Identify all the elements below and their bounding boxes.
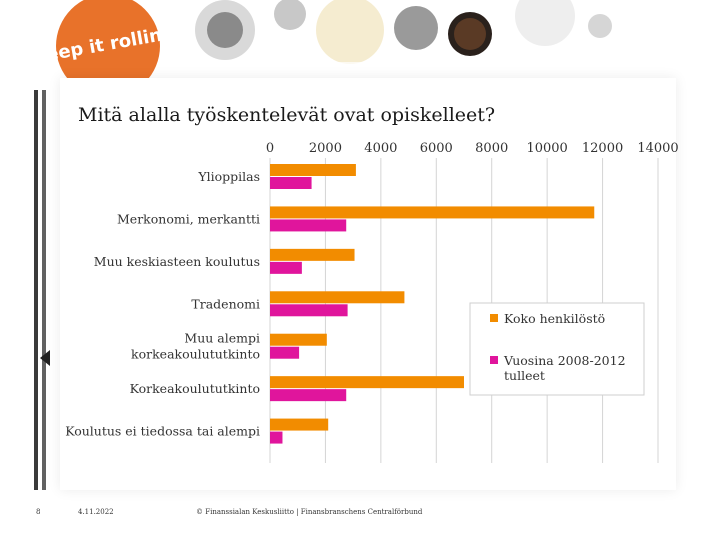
footer-copyright: © Finanssialan Keskusliitto | Finansbran… (196, 508, 423, 516)
bar (270, 177, 312, 189)
bar (270, 291, 405, 304)
bullet-strip (34, 90, 50, 490)
bar (270, 346, 300, 359)
bar (270, 376, 464, 389)
legend-swatch (490, 356, 498, 364)
footer-date: 4.11.2022 (78, 508, 114, 516)
x-tick-label: 4000 (364, 141, 397, 156)
bar (270, 431, 283, 444)
x-tick-label: 12000 (582, 141, 623, 156)
bar-chart: 0 2000 4000 6000 8000 10000 12000 14000 Ylioppil… (65, 141, 679, 463)
bar (270, 206, 595, 219)
bar (270, 261, 302, 274)
category-label: Tradenomi (191, 296, 260, 311)
x-tick-label: 0 (266, 141, 274, 156)
bar (270, 219, 347, 232)
category-label: Muu alempi korkeakoulututkinto (131, 331, 260, 362)
slide-panel (60, 78, 676, 490)
bar (270, 304, 348, 317)
bar (270, 418, 329, 431)
page-number: 8 (36, 508, 41, 516)
bar (270, 333, 327, 346)
category-label: Muu keskiasteen koulutus (94, 254, 260, 269)
x-tick-label: 2000 (309, 141, 342, 156)
legend-swatch (490, 314, 498, 322)
category-label: Ylioppilas (197, 169, 260, 184)
header-banner: Keep it rolling! (0, 0, 720, 100)
x-tick-label: 14000 (637, 141, 678, 156)
page-title: Mitä alalla työskentelevät ovat opiskell… (78, 104, 496, 126)
category-label: Merkonomi, merkantti (117, 211, 260, 226)
x-tick-label: 10000 (526, 141, 567, 156)
bar (270, 248, 355, 261)
x-tick-label: 8000 (475, 141, 508, 156)
legend-label: Vuosina 2008-2012 tulleet (503, 353, 626, 383)
legend-label: Koko henkilöstö (504, 311, 605, 326)
x-tick-label: 6000 (420, 141, 453, 156)
legend-box (469, 302, 645, 396)
category-label: Koulutus ei tiedossa tai alempi (65, 424, 260, 439)
category-label: Korkeakoulututkinto (130, 381, 260, 396)
bar (270, 164, 356, 176)
bar (270, 389, 347, 402)
logo-circle (56, 0, 160, 98)
